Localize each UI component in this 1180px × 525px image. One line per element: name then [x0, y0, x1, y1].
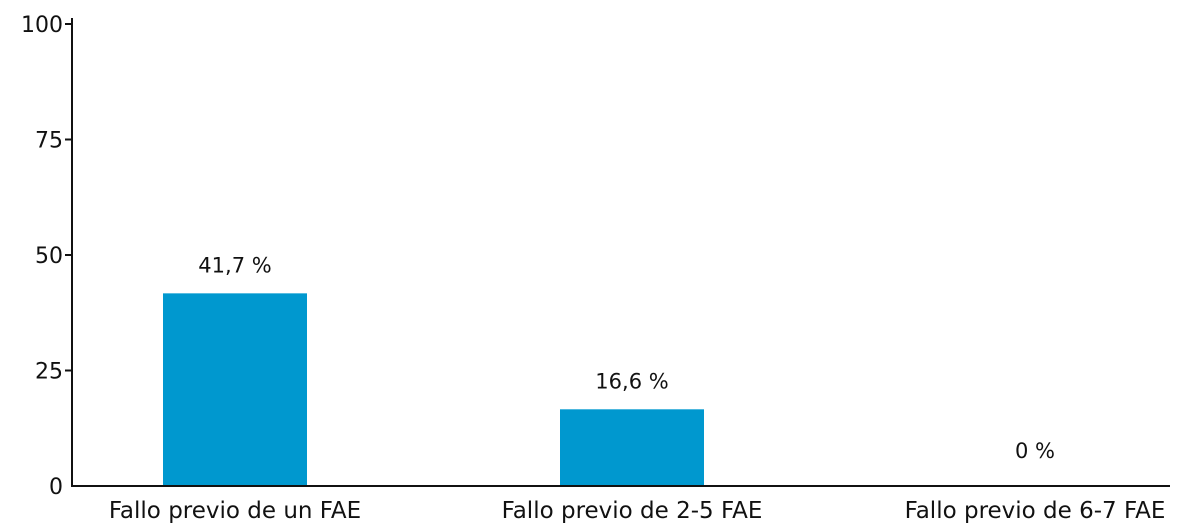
category-labels: Fallo previo de un FAE Fallo previo de 2-… [109, 498, 1166, 524]
bar [560, 409, 704, 486]
bar-value-label: 16,6 % [595, 369, 668, 393]
y-tick-label: 50 [35, 244, 63, 269]
x-category-label: Fallo previo de 6-7 FAE [905, 498, 1166, 524]
value-labels: 41,7 % 16,6 % 0 % [198, 253, 1055, 463]
bar-value-label: 0 % [1015, 439, 1055, 463]
y-axis-ticks: 0 25 50 75 100 [21, 13, 72, 500]
bar-value-label: 41,7 % [198, 253, 271, 277]
y-tick-label: 25 [35, 360, 63, 385]
y-tick-label: 0 [49, 475, 63, 500]
bar [163, 293, 307, 486]
y-tick-label: 75 [35, 129, 63, 154]
bars [163, 293, 704, 486]
x-category-label: Fallo previo de 2-5 FAE [502, 498, 763, 524]
y-tick-label: 100 [21, 13, 63, 38]
x-category-label: Fallo previo de un FAE [109, 498, 361, 524]
